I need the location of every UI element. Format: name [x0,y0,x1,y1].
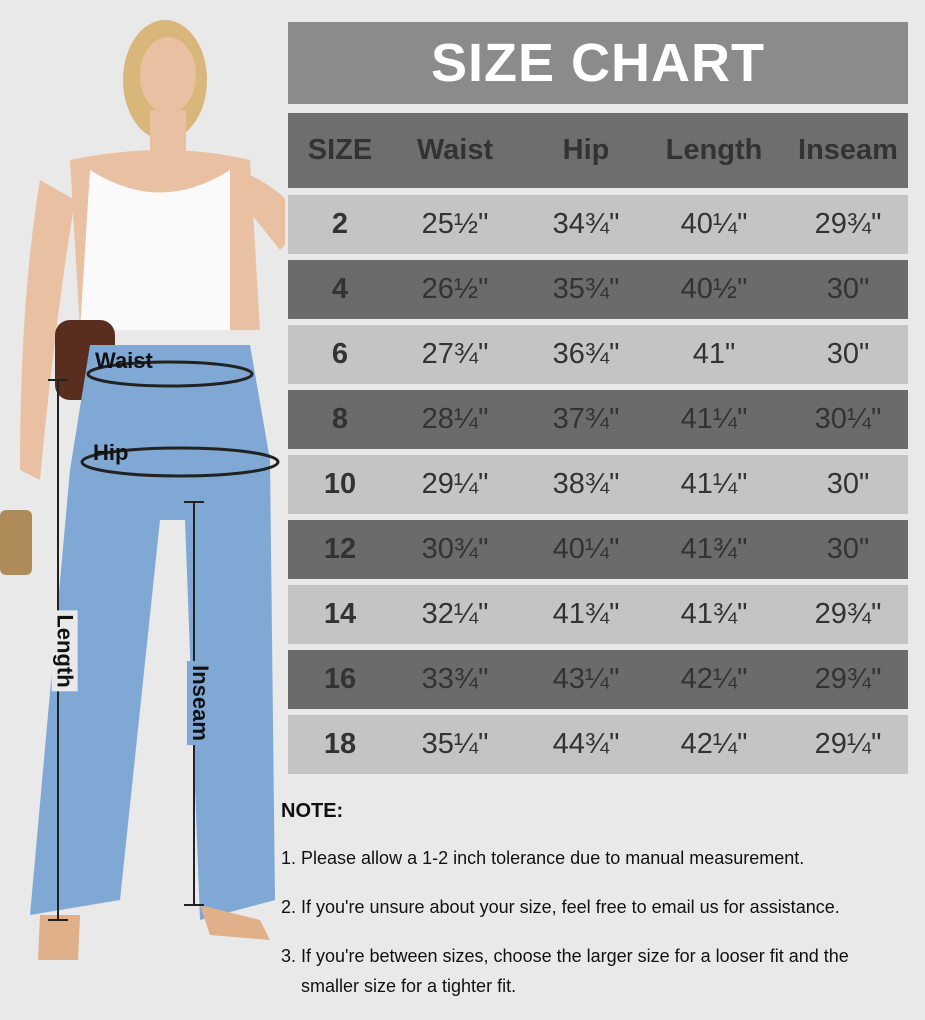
hip-cell: 35¾" [552,273,620,305]
length-cell: 41¾" [680,533,748,565]
inseam-cell: 29¾" [814,208,882,240]
waist-cell: 25½" [421,208,489,240]
hip-cell: 38¾" [552,468,620,500]
inseam-cell: 30" [826,273,870,305]
table-row: 8 28¼" 37¾" 41¼" 30¼" [288,390,908,449]
length-cell: 40¼" [680,208,748,240]
length-cell: 42¼" [680,663,748,695]
waist-cell: 35¼" [421,728,489,760]
waist-cell: 26½" [421,273,489,305]
hip-cell: 43¼" [552,663,620,695]
hip-cell: 40¼" [552,533,620,565]
waist-label: Waist [95,348,153,373]
table-row: 18 35¼" 44¾" 42¼" 29¼" [288,715,908,774]
notes-heading: NOTE: [281,800,344,822]
inseam-cell: 29¼" [814,728,882,760]
col-length: Length [665,134,763,166]
col-waist: Waist [416,134,494,166]
size-chart-title: SIZE CHART [288,22,908,104]
length-cell: 41¼" [680,468,748,500]
table-row: 2 25½" 34¾" 40¼" 29¾" [288,195,908,254]
inseam-cell: 30" [826,533,870,565]
hip-cell: 34¾" [552,208,620,240]
size-cell: 4 [331,273,349,305]
inseam-cell: 29¾" [814,598,882,630]
length-cell: 41¼" [680,403,748,435]
hip-label: Hip [93,440,129,465]
note-text-continued: smaller size for a tighter fit. [301,976,517,996]
waist-cell: 27¾" [421,338,489,370]
table-row: 4 26½" 35¾" 40½" 30" [288,260,908,319]
col-hip: Hip [562,134,610,166]
table-header: SIZE Waist Hip Length Inseam [288,113,908,188]
note-item: 3. If you're between sizes, choose the l… [281,941,921,1001]
inseam-label: Inseam [186,661,213,745]
inseam-cell: 30¼" [814,403,882,435]
length-cell: 40½" [680,273,748,305]
table-row: 10 29¼" 38¾" 41¼" 30" [288,455,908,514]
waist-cell: 29¼" [421,468,489,500]
size-cell: 10 [323,468,357,500]
inseam-cell: 30" [826,338,870,370]
hip-cell: 37¾" [552,403,620,435]
length-cell: 42¼" [680,728,748,760]
model-photo [0,20,285,960]
table-row: 14 32¼" 41¾" 41¾" 29¾" [288,585,908,644]
size-cell: 2 [331,208,349,240]
notes: NOTE: 1. Please allow a 1-2 inch toleran… [281,800,921,1020]
size-cell: 8 [331,403,349,435]
waist-cell: 32¼" [421,598,489,630]
length-cell: 41¾" [680,598,748,630]
waist-cell: 30¾" [421,533,489,565]
size-cell: 18 [323,728,357,760]
size-cell: 16 [323,663,357,695]
inseam-cell: 30" [826,468,870,500]
waist-cell: 33¾" [421,663,489,695]
col-size: SIZE [307,134,373,166]
note-item: 2. If you're unsure about your size, fee… [281,897,840,917]
note-item: 1. Please allow a 1-2 inch tolerance due… [281,848,805,868]
hip-cell: 41¾" [552,598,620,630]
hip-cell: 44¾" [552,728,620,760]
table-row: 16 33¾" 43¼" 42¼" 29¾" [288,650,908,709]
table-row: 6 27¾" 36¾" 41" 30" [288,325,908,384]
hip-cell: 36¾" [552,338,620,370]
size-cell: 12 [323,533,357,565]
length-label: Length [51,610,78,692]
size-cell: 14 [323,598,357,630]
waist-cell: 28¼" [421,403,489,435]
size-cell: 6 [331,338,349,370]
col-inseam: Inseam [798,134,898,166]
table-row: 12 30¾" 40¼" 41¾" 30" [288,520,908,579]
inseam-cell: 29¾" [814,663,882,695]
length-cell: 41" [692,338,736,370]
note-text: 3. If you're between sizes, choose the l… [281,946,849,966]
